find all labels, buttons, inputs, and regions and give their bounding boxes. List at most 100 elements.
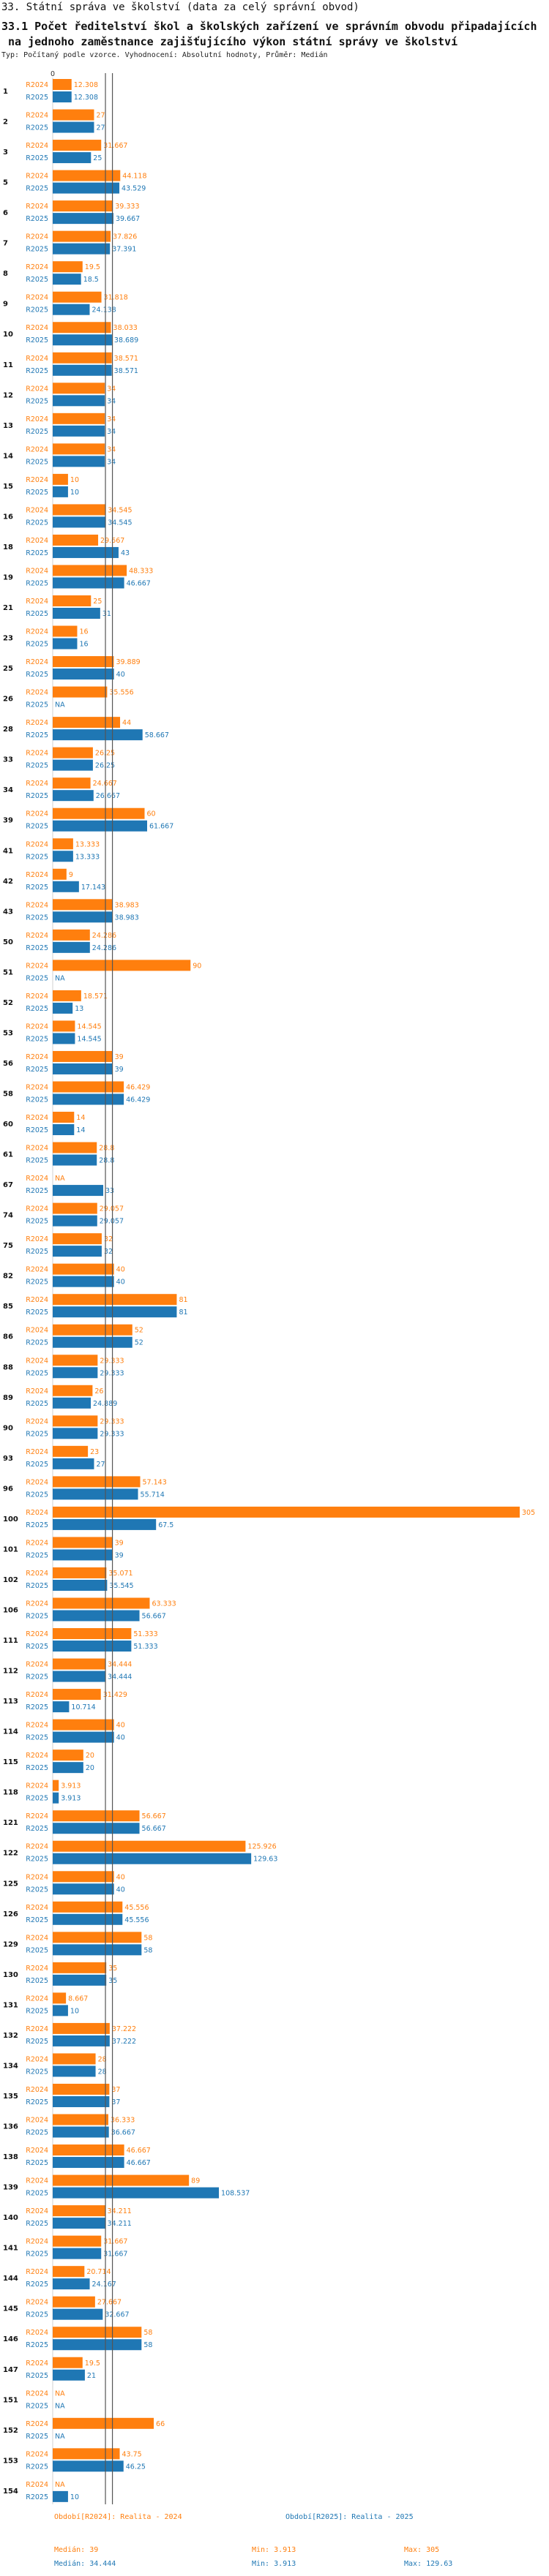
series-tag-r2024: R2024 bbox=[26, 1205, 48, 1213]
value-label-r2024: 44.118 bbox=[122, 173, 146, 181]
series-tag-r2025: R2025 bbox=[26, 428, 48, 436]
series-tag-r2025: R2025 bbox=[26, 914, 48, 922]
series-tag-r2025: R2025 bbox=[26, 397, 48, 405]
group-label: 41 bbox=[3, 847, 13, 855]
series-tag-r2025: R2025 bbox=[26, 1430, 48, 1438]
bar-r2025 bbox=[53, 638, 78, 649]
series-tag-r2025: R2025 bbox=[26, 1734, 48, 1742]
series-tag-r2025: R2025 bbox=[26, 2493, 48, 2501]
series-tag-r2024: R2024 bbox=[26, 1873, 48, 1881]
bar-r2024 bbox=[53, 2357, 83, 2368]
bar-r2025 bbox=[53, 243, 111, 255]
value-label-r2025: 46.667 bbox=[127, 579, 151, 587]
value-label-r2024: 125.926 bbox=[247, 1843, 276, 1851]
value-label-r2024: 13.333 bbox=[75, 840, 100, 848]
series-tag-r2025: R2025 bbox=[26, 1551, 48, 1559]
bar-r2024 bbox=[53, 1719, 114, 1730]
series-tag-r2025: R2025 bbox=[26, 1308, 48, 1317]
bar-r2024 bbox=[53, 473, 68, 485]
series-tag-r2025: R2025 bbox=[26, 671, 48, 679]
value-label-r2025: NA bbox=[55, 701, 65, 709]
bar-r2024 bbox=[53, 2448, 120, 2460]
group-label: 52 bbox=[3, 999, 13, 1007]
bar-r2024 bbox=[53, 2174, 190, 2186]
value-label-r2025: 17.143 bbox=[81, 884, 105, 892]
group-label: 11 bbox=[3, 361, 13, 369]
median-stat-r2024: Medián: 39 bbox=[54, 2546, 98, 2554]
group-label: 9 bbox=[3, 301, 8, 309]
bar-r2024 bbox=[53, 1233, 102, 1245]
group-label: 152 bbox=[3, 2427, 18, 2435]
series-tag-r2024: R2024 bbox=[26, 81, 48, 89]
bar-r2025 bbox=[53, 1853, 252, 1864]
median-stat-r2025: Medián: 34.444 bbox=[54, 2560, 116, 2568]
bar-r2024 bbox=[53, 1689, 101, 1701]
group-label: 53 bbox=[3, 1029, 13, 1037]
value-label-r2024: 63.333 bbox=[152, 1600, 176, 1608]
value-label-r2025: 20 bbox=[86, 1764, 94, 1772]
bar-r2024 bbox=[53, 504, 106, 516]
value-label-r2024: 58 bbox=[143, 2329, 152, 2337]
series-tag-r2025: R2025 bbox=[26, 1582, 48, 1590]
value-label-r2025: 21 bbox=[87, 2372, 96, 2380]
group-label: 136 bbox=[3, 2123, 18, 2131]
series-tag-r2024: R2024 bbox=[26, 598, 48, 606]
bar-r2024 bbox=[53, 1932, 142, 1943]
series-tag-r2025: R2025 bbox=[26, 2220, 48, 2228]
value-label-r2025: 38.983 bbox=[115, 914, 139, 922]
bar-r2024 bbox=[53, 1294, 177, 1306]
value-label-r2024: 35 bbox=[108, 1965, 117, 1973]
series-tag-r2024: R2024 bbox=[26, 2147, 48, 2155]
series-tag-r2024: R2024 bbox=[26, 2450, 48, 2458]
value-label-r2024: 43.75 bbox=[122, 2450, 142, 2458]
bar-r2025 bbox=[53, 911, 113, 923]
series-tag-r2025: R2025 bbox=[26, 94, 48, 102]
group-label: 33 bbox=[3, 756, 13, 764]
series-tag-r2025: R2025 bbox=[26, 2341, 48, 2349]
series-tag-r2024: R2024 bbox=[26, 1357, 48, 1365]
value-label-r2024: 31.818 bbox=[104, 294, 128, 302]
value-label-r2024: 44 bbox=[122, 719, 131, 727]
bar-r2024 bbox=[53, 2296, 95, 2308]
series-tag-r2025: R2025 bbox=[26, 336, 48, 344]
bar-r2024 bbox=[53, 1020, 75, 1032]
value-label-r2024: 46.429 bbox=[126, 1083, 150, 1091]
max-label: Max: bbox=[404, 2546, 422, 2554]
series-tag-r2024: R2024 bbox=[26, 993, 48, 1001]
series-tag-r2024: R2024 bbox=[26, 324, 48, 332]
bar-r2025 bbox=[53, 1276, 114, 1287]
value-label-r2024: 66 bbox=[156, 2420, 165, 2428]
value-label-r2025: 24.167 bbox=[92, 2281, 116, 2289]
value-label-r2024: 90 bbox=[193, 962, 201, 970]
value-label-r2025: 58 bbox=[143, 1946, 152, 1954]
bar-r2025 bbox=[53, 2035, 110, 2046]
bar-r2024 bbox=[53, 868, 67, 880]
series-tag-r2024: R2024 bbox=[26, 1600, 48, 1608]
value-label-r2024: 37.826 bbox=[113, 233, 137, 241]
group-label: 56 bbox=[3, 1060, 13, 1068]
bar-r2024 bbox=[53, 1780, 59, 1791]
bar-r2025 bbox=[53, 941, 90, 953]
value-label-r2025: 34.211 bbox=[108, 2220, 132, 2228]
bar-r2025 bbox=[53, 820, 147, 832]
series-tag-r2024: R2024 bbox=[26, 2360, 48, 2368]
series-tag-r2025: R2025 bbox=[26, 185, 48, 193]
group-label: 129 bbox=[3, 1940, 18, 1948]
series-tag-r2025: R2025 bbox=[26, 2433, 48, 2441]
bar-r2024 bbox=[53, 170, 121, 181]
group-label: 100 bbox=[3, 1515, 18, 1524]
value-label-r2024: 58 bbox=[143, 1934, 152, 1942]
series-tag-r2024: R2024 bbox=[26, 1752, 48, 1760]
series-tag-r2025: R2025 bbox=[26, 2251, 48, 2259]
value-label-r2024: 36.333 bbox=[111, 2117, 135, 2125]
bar-r2024 bbox=[53, 1263, 114, 1275]
bar-r2025 bbox=[53, 2095, 110, 2107]
series-tag-r2024: R2024 bbox=[26, 2481, 48, 2489]
series-tag-r2025: R2025 bbox=[26, 1946, 48, 1954]
value-label-r2024: 81 bbox=[179, 1296, 187, 1304]
value-label-r2025: 61.667 bbox=[149, 823, 173, 831]
min-label: Min: bbox=[252, 2560, 270, 2568]
bar-r2025 bbox=[53, 152, 92, 164]
series-tag-r2025: R2025 bbox=[26, 731, 48, 739]
value-label-r2024: 46.667 bbox=[127, 2147, 151, 2155]
